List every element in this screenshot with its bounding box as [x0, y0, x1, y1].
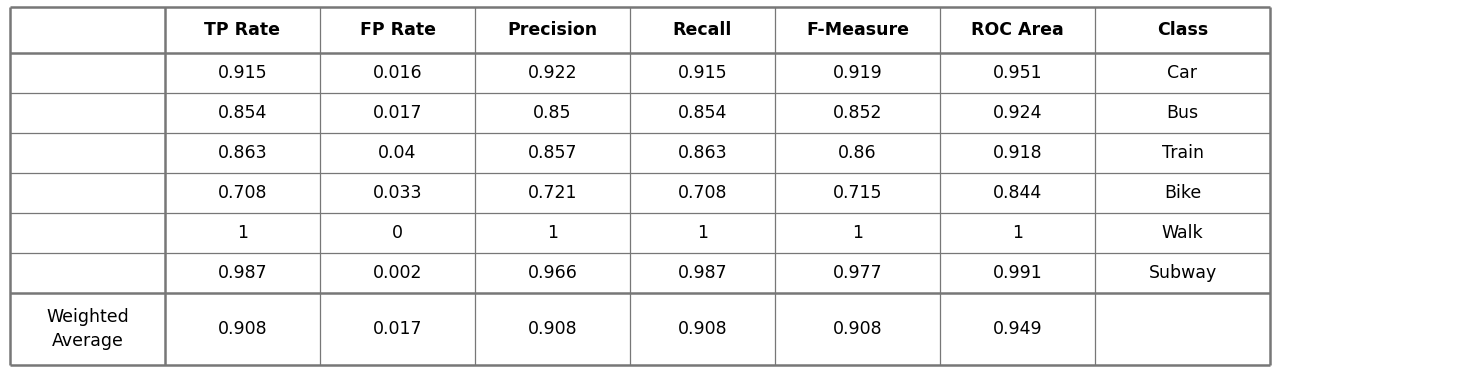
Text: 0.017: 0.017	[372, 320, 422, 338]
Text: Train: Train	[1161, 144, 1204, 162]
Text: FP Rate: FP Rate	[359, 21, 435, 39]
Text: 0.922: 0.922	[528, 64, 578, 82]
Text: 0.04: 0.04	[378, 144, 417, 162]
Text: 0.919: 0.919	[833, 64, 883, 82]
Text: 1: 1	[236, 224, 248, 242]
Text: 0.708: 0.708	[217, 184, 267, 202]
Text: 0.033: 0.033	[372, 184, 422, 202]
Text: 0.017: 0.017	[372, 104, 422, 122]
Text: 0.951: 0.951	[992, 64, 1042, 82]
Text: 1: 1	[852, 224, 864, 242]
Text: 0.715: 0.715	[833, 184, 883, 202]
Text: Car: Car	[1167, 64, 1198, 82]
Text: 0.863: 0.863	[217, 144, 267, 162]
Text: Weighted
Average: Weighted Average	[47, 308, 128, 350]
Text: Bus: Bus	[1166, 104, 1198, 122]
Text: 0.918: 0.918	[992, 144, 1042, 162]
Text: 1: 1	[547, 224, 557, 242]
Text: 0.852: 0.852	[833, 104, 883, 122]
Text: 0.949: 0.949	[992, 320, 1042, 338]
Text: 0.721: 0.721	[528, 184, 578, 202]
Text: 0.908: 0.908	[217, 320, 267, 338]
Text: Class: Class	[1157, 21, 1208, 39]
Text: 0.908: 0.908	[528, 320, 578, 338]
Text: 0.987: 0.987	[217, 264, 267, 282]
Text: Recall: Recall	[673, 21, 732, 39]
Text: 0.854: 0.854	[217, 104, 267, 122]
Text: Subway: Subway	[1148, 264, 1217, 282]
Text: 1: 1	[1013, 224, 1023, 242]
Text: 0.863: 0.863	[677, 144, 728, 162]
Text: 0.016: 0.016	[372, 64, 422, 82]
Text: 0.977: 0.977	[833, 264, 883, 282]
Text: 0.991: 0.991	[992, 264, 1042, 282]
Text: Precision: Precision	[508, 21, 598, 39]
Text: 0.857: 0.857	[528, 144, 578, 162]
Text: 0.708: 0.708	[678, 184, 727, 202]
Text: 0.966: 0.966	[528, 264, 578, 282]
Text: Walk: Walk	[1161, 224, 1204, 242]
Text: 0.915: 0.915	[677, 64, 728, 82]
Text: ROC Area: ROC Area	[972, 21, 1064, 39]
Text: 0.002: 0.002	[372, 264, 422, 282]
Text: 0.924: 0.924	[992, 104, 1042, 122]
Text: 0: 0	[392, 224, 403, 242]
Text: 0.987: 0.987	[677, 264, 728, 282]
Text: F-Measure: F-Measure	[805, 21, 909, 39]
Text: 0.908: 0.908	[833, 320, 883, 338]
Text: 0.844: 0.844	[994, 184, 1042, 202]
Text: 1: 1	[697, 224, 708, 242]
Text: 0.86: 0.86	[837, 144, 877, 162]
Text: 0.854: 0.854	[678, 104, 727, 122]
Text: 0.915: 0.915	[217, 64, 267, 82]
Text: TP Rate: TP Rate	[204, 21, 280, 39]
Text: Bike: Bike	[1164, 184, 1201, 202]
Text: 0.85: 0.85	[533, 104, 572, 122]
Text: 0.908: 0.908	[677, 320, 728, 338]
